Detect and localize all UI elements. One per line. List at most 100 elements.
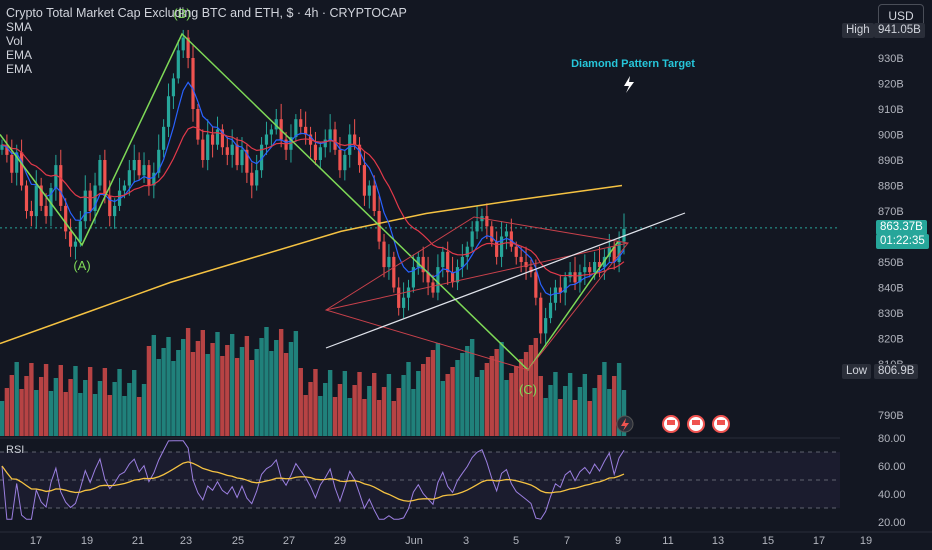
candle-body xyxy=(490,226,494,242)
candle-body xyxy=(446,251,450,273)
candle-body xyxy=(206,134,210,160)
high-label-tag: High xyxy=(842,23,874,38)
legend-ema-2[interactable]: EMA xyxy=(6,62,33,76)
candle-body xyxy=(39,185,43,206)
candle-body xyxy=(127,170,131,186)
candle-body xyxy=(597,262,602,268)
volume-bar xyxy=(220,356,225,436)
volume-bar xyxy=(171,361,176,436)
volume-bar xyxy=(460,353,465,436)
low-value-tag: 806.9B xyxy=(874,364,919,379)
volume-bar xyxy=(249,360,254,436)
volume-bar xyxy=(607,389,612,436)
candle-body xyxy=(225,147,229,155)
candle-body xyxy=(54,165,58,189)
volume-bar xyxy=(244,336,250,436)
chart-legend: Crypto Total Market Cap Excluding BTC an… xyxy=(6,6,407,76)
volume-bar xyxy=(621,390,627,436)
candle-body xyxy=(343,154,347,171)
candle-body xyxy=(524,262,528,268)
candle-body xyxy=(147,165,151,186)
candle-body xyxy=(397,287,401,308)
candle-body xyxy=(245,149,249,173)
volume-bar xyxy=(122,396,127,436)
candle-body xyxy=(230,144,234,155)
candle-body xyxy=(529,267,533,273)
candle-body xyxy=(416,256,420,268)
candle-body xyxy=(568,272,572,278)
volume-bar xyxy=(53,378,59,436)
time-tick-label: Jun xyxy=(405,535,423,547)
candle-body xyxy=(19,152,24,186)
volume-bar xyxy=(420,364,426,436)
volume-bar xyxy=(504,380,509,436)
ascending-trendline xyxy=(325,212,686,349)
candle-body xyxy=(441,251,445,268)
volume-bar xyxy=(469,339,475,436)
legend-vol[interactable]: Vol xyxy=(6,34,23,48)
volume-bar xyxy=(176,350,181,436)
candle-body xyxy=(563,277,567,293)
time-tick-label: 3 xyxy=(463,535,469,547)
candle-body xyxy=(29,211,33,217)
time-tick-label: 19 xyxy=(81,535,93,547)
volume-bar xyxy=(92,394,98,436)
price-tick-label: 880B xyxy=(878,181,904,193)
time-tick-label: 17 xyxy=(813,535,825,547)
candle-body xyxy=(426,272,430,283)
high-value-tag: 941.05B xyxy=(874,23,925,38)
volume-bar xyxy=(523,352,529,436)
volume-bar xyxy=(455,360,460,436)
volume-bar xyxy=(195,341,201,436)
wave-c-label: (C) xyxy=(519,382,537,397)
volume-bar xyxy=(185,328,191,436)
candle-body xyxy=(274,119,278,130)
time-tick-label: 11 xyxy=(662,535,673,547)
volume-bar xyxy=(386,374,392,436)
candle-body xyxy=(372,185,376,211)
candle-body xyxy=(44,205,48,217)
volume-bar xyxy=(494,349,499,436)
sma-line xyxy=(0,184,623,345)
candle-body xyxy=(137,160,141,176)
volume-bar xyxy=(181,339,186,436)
volume-bar xyxy=(313,369,318,436)
volume-bar xyxy=(582,374,588,436)
candle-body xyxy=(220,129,224,148)
volume-bar xyxy=(445,374,450,436)
volume-bar xyxy=(34,390,39,436)
volume-bar xyxy=(87,367,93,436)
candle-body xyxy=(460,256,464,268)
time-tick-label: 29 xyxy=(334,535,346,547)
candle-body xyxy=(108,195,112,217)
rsi-tick-label: 60.00 xyxy=(878,461,906,473)
volume-bar xyxy=(78,393,83,436)
flag-icon xyxy=(717,420,725,425)
candle-body xyxy=(196,109,200,140)
candle-body xyxy=(250,172,254,186)
candle-body xyxy=(0,144,4,150)
time-tick-label: 7 xyxy=(564,535,570,547)
diamond-midline xyxy=(325,242,629,311)
legend-sma[interactable]: SMA xyxy=(6,20,33,34)
volume-bar xyxy=(215,332,220,436)
volume-bar xyxy=(499,342,504,436)
volume-bar xyxy=(548,385,553,436)
volume-bar xyxy=(597,375,602,436)
volume-bar xyxy=(514,366,519,436)
candle-body xyxy=(622,228,626,242)
volume-bar xyxy=(406,362,411,436)
time-tick-label: 9 xyxy=(615,535,621,547)
candle-body xyxy=(431,282,435,293)
candle-body xyxy=(436,267,440,293)
time-tick-label: 13 xyxy=(712,535,724,547)
volume-bar xyxy=(616,363,622,436)
volume-bar xyxy=(117,369,122,436)
price-tick-label: 820B xyxy=(878,334,904,346)
volume-bar xyxy=(347,398,352,436)
legend-ema-1[interactable]: EMA xyxy=(6,48,33,62)
candle-body xyxy=(558,287,562,293)
candle-body xyxy=(548,302,553,319)
candle-body xyxy=(181,37,185,51)
